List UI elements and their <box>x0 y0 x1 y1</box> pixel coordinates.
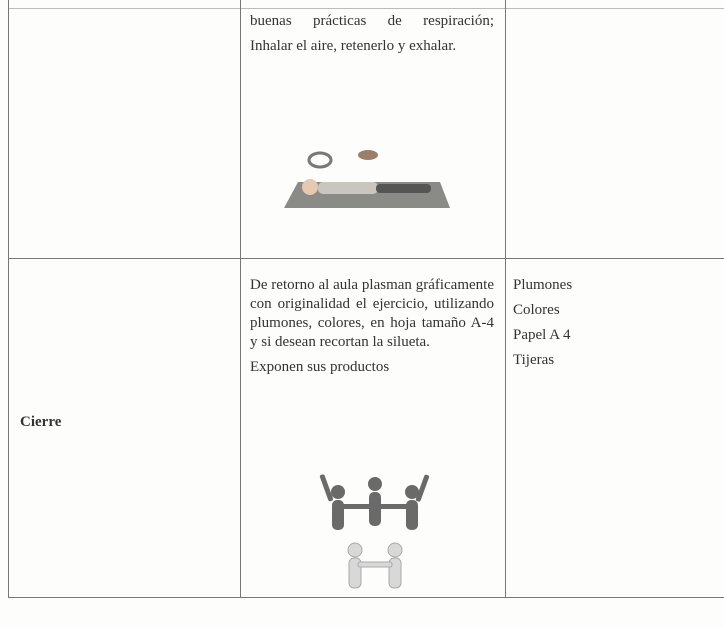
phase-label: Cierre <box>20 414 62 430</box>
material: Papel A 4 <box>513 327 571 343</box>
material: Colores <box>513 302 560 318</box>
table-border <box>8 0 9 598</box>
paragraph: Exponen sus productos <box>250 359 390 375</box>
group-illustration <box>319 474 430 589</box>
breathing-illustration <box>284 150 450 208</box>
table-border <box>240 0 241 598</box>
paragraph: Inhalar el aire, retenerlo y exhalar. <box>250 38 457 54</box>
paragraph: De retorno al aula plasman gráficamente … <box>250 277 494 350</box>
materials-cell: Plumones Colores Papel A 4 Tijeras <box>513 276 713 376</box>
paragraph: buenas prácticas de respiración; <box>250 13 494 29</box>
material: Tijeras <box>513 352 555 368</box>
table-border <box>8 597 724 598</box>
material: Plumones <box>513 277 573 293</box>
activity-cell: buenas prácticas de respiración; Inhalar… <box>250 12 494 62</box>
table-border <box>505 0 506 598</box>
table-border <box>8 258 724 259</box>
table-border <box>8 8 724 9</box>
activity-cell: De retorno al aula plasman gráficamente … <box>250 276 494 383</box>
